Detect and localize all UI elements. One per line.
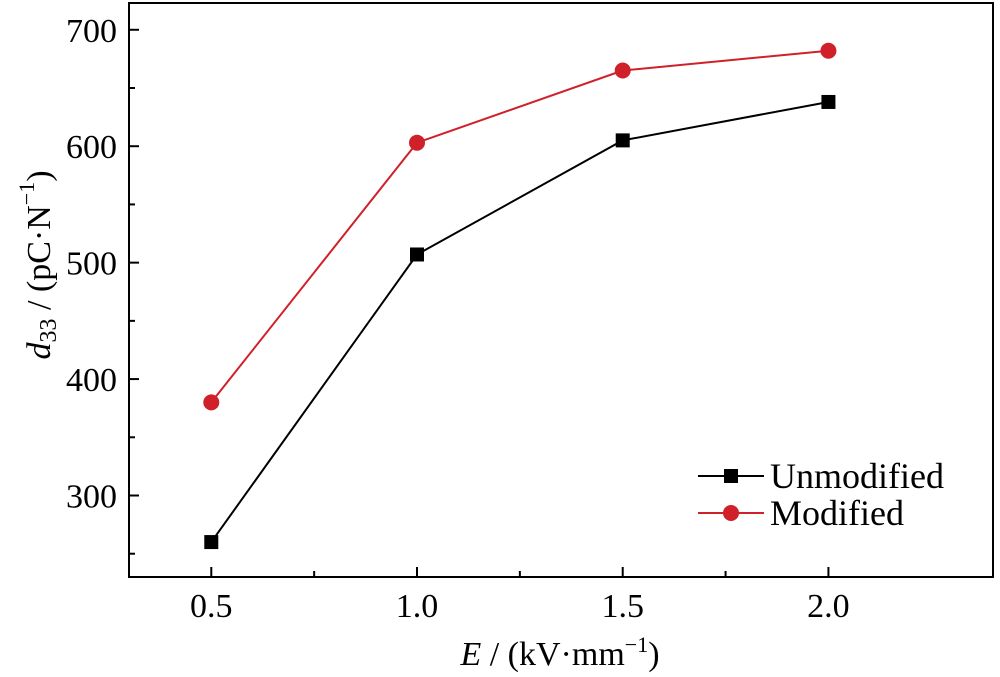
x-tick-label: 2.0 [807,588,850,625]
legend-label-modified: Modified [770,493,904,533]
y-axis-unit-close: ) [21,170,58,181]
legend-label-unmodified: Unmodified [770,456,944,496]
data-point-unmodified [615,133,630,148]
data-point-modified [820,42,837,59]
data-point-unmodified [821,94,836,109]
y-axis-symbol-sub: 33 [36,319,62,343]
y-tick-label: 500 [66,246,117,283]
x-axis-unit-sup: −1 [625,632,648,657]
y-axis-unit: / (pC·N [21,205,58,318]
x-axis-symbol: E [459,636,481,673]
data-point-modified [409,134,425,151]
x-tick-label: 1.0 [396,588,439,625]
legend-entry-unmodified: Unmodified [698,456,944,496]
x-tick-label: 1.5 [601,588,644,625]
x-tick-label: 0.5 [190,588,233,625]
data-point-unmodified [204,535,219,550]
x-axis-unit: / (kV·mm [481,636,625,673]
data-point-modified [203,394,220,411]
data-point-modified [614,62,631,79]
y-tick-label: 400 [66,362,117,399]
x-axis-unit-close: ) [648,636,659,673]
y-tick-label: 700 [66,13,117,50]
y-axis-symbol: d [21,342,58,360]
ticks-layer: 0.5 1.0 1.5 2.0 300 400 500 600 700 [66,13,850,625]
series-layer [203,42,837,550]
legend-marker-unmodified [724,469,738,483]
y-axis-title: d33 / (pC·N−1) [14,170,61,359]
series-line-modified [210,49,829,403]
y-tick-label: 600 [66,129,117,166]
plot-frame [128,2,994,578]
series-line-unmodified [210,100,829,543]
data-point-unmodified [410,247,424,262]
x-axis-title: E / (kV·mm−1) [459,632,659,673]
y-tick-label: 300 [66,478,117,515]
y-axis-unit-sup: −1 [14,182,39,205]
legend-entry-modified: Modified [698,493,904,533]
legend-marker-modified [723,505,739,521]
legend: Unmodified Modified [698,456,944,533]
